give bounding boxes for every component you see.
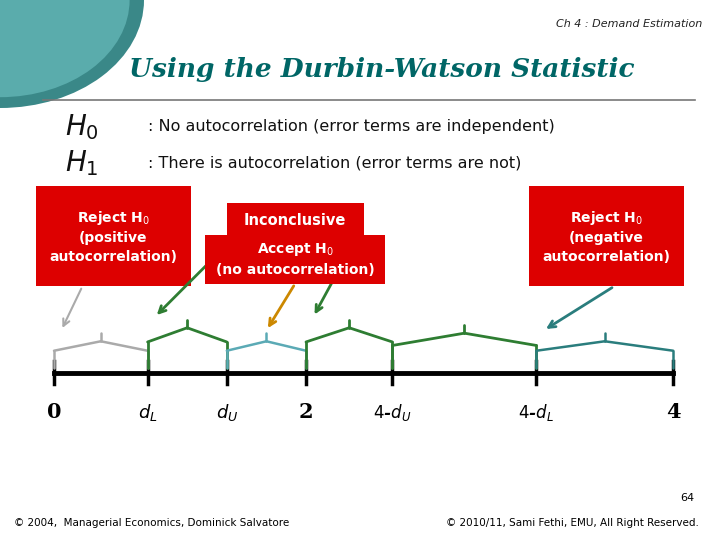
- Text: : No autocorrelation (error terms are independent): : No autocorrelation (error terms are in…: [148, 119, 554, 134]
- Text: 0: 0: [47, 402, 61, 422]
- Text: $d_U$: $d_U$: [215, 402, 238, 423]
- FancyBboxPatch shape: [529, 186, 684, 286]
- FancyBboxPatch shape: [227, 202, 364, 238]
- Text: $d_L$: $d_L$: [138, 402, 158, 423]
- Wedge shape: [0, 0, 144, 108]
- Text: $H_0$: $H_0$: [65, 112, 99, 142]
- Text: Ch 4 : Demand Estimation: Ch 4 : Demand Estimation: [556, 19, 702, 29]
- Text: Reject H$_0$
(positive
autocorrelation): Reject H$_0$ (positive autocorrelation): [50, 209, 177, 264]
- Text: 64: 64: [680, 493, 695, 503]
- Text: $4$-$d_U$: $4$-$d_U$: [373, 402, 412, 423]
- Text: © 2010/11, Sami Fethi, EMU, All Right Reserved.: © 2010/11, Sami Fethi, EMU, All Right Re…: [446, 518, 698, 528]
- Text: 2: 2: [299, 402, 313, 422]
- Text: $H_1$: $H_1$: [65, 148, 99, 178]
- Text: 4: 4: [666, 402, 680, 422]
- Text: Using the Durbin-Watson Statistic: Using the Durbin-Watson Statistic: [129, 57, 634, 82]
- FancyBboxPatch shape: [205, 235, 385, 284]
- Text: : There is autocorrelation (error terms are not): : There is autocorrelation (error terms …: [148, 156, 521, 171]
- Text: Inconclusive: Inconclusive: [244, 213, 346, 227]
- Text: Accept H$_0$
(no autocorrelation): Accept H$_0$ (no autocorrelation): [216, 241, 374, 277]
- FancyBboxPatch shape: [36, 186, 191, 286]
- Text: $4$-$d_L$: $4$-$d_L$: [518, 402, 554, 423]
- Wedge shape: [0, 0, 130, 97]
- Text: © 2004,  Managerial Economics, Dominick Salvatore: © 2004, Managerial Economics, Dominick S…: [14, 518, 289, 528]
- Text: Reject H$_0$
(negative
autocorrelation): Reject H$_0$ (negative autocorrelation): [543, 209, 670, 264]
